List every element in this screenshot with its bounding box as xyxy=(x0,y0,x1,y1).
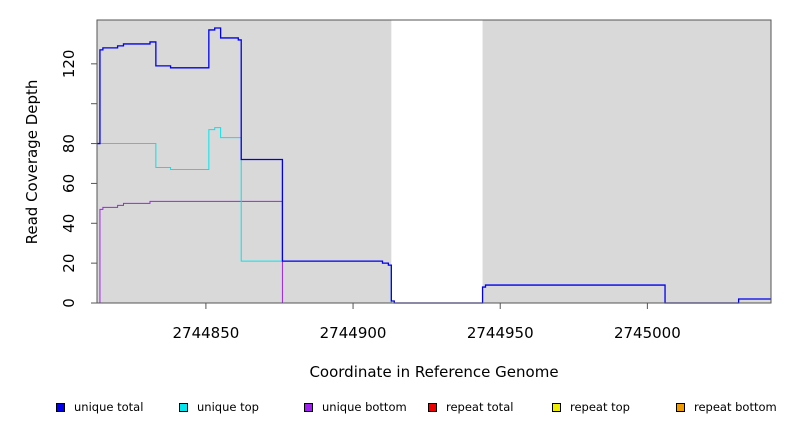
series-line-unique-total xyxy=(97,27,771,304)
y-tick-label: 60 xyxy=(60,174,78,193)
legend-label: unique top xyxy=(197,400,259,414)
x-tick-label: 2744950 xyxy=(467,324,534,342)
y-tick-label: 0 xyxy=(60,298,78,308)
x-tick-label: 2744850 xyxy=(172,324,239,342)
legend-swatch xyxy=(552,402,561,412)
x-tick-label: 2744900 xyxy=(320,324,387,342)
legend-label: repeat top xyxy=(570,400,630,414)
legend-swatch xyxy=(428,402,437,412)
x-axis: 2744850 2744900 2744950 2745000 xyxy=(172,303,681,342)
plot-frame xyxy=(96,19,772,304)
y-axis: 0 20 40 60 80 120 xyxy=(60,50,97,308)
legend-item-unique-bottom: unique bottom xyxy=(304,400,407,414)
legend-item-repeat-bottom: repeat bottom xyxy=(676,400,777,414)
x-axis-title: Coordinate in Reference Genome xyxy=(309,363,558,381)
legend-swatch xyxy=(56,402,65,412)
legend-item-unique-total: unique total xyxy=(56,400,143,414)
y-tick-label: 120 xyxy=(60,50,78,79)
series-line-unique-bottom xyxy=(97,200,771,304)
legend-swatch xyxy=(179,402,188,412)
y-tick-label: 20 xyxy=(60,254,78,273)
legend-swatch xyxy=(676,402,685,412)
legend-item-unique-top: unique top xyxy=(179,400,259,414)
plot-background xyxy=(97,20,771,303)
legend-swatch xyxy=(304,402,313,412)
legend-label: unique total xyxy=(74,400,144,414)
legend-label: repeat bottom xyxy=(694,400,777,414)
legend-label: unique bottom xyxy=(322,400,407,414)
coverage-chart: 2744850 2744900 2744950 2745000 0 20 40 60 80 12… xyxy=(23,19,772,381)
y-tick-label: 80 xyxy=(60,134,78,153)
legend-item-repeat-top: repeat top xyxy=(552,400,630,414)
x-tick-label: 2745000 xyxy=(614,324,681,342)
y-tick-label: 40 xyxy=(60,214,78,233)
chart-legend: unique total unique top unique bottom repea… xyxy=(0,400,792,418)
legend-item-repeat-total: repeat total xyxy=(428,400,513,414)
legend-label: repeat total xyxy=(446,400,514,414)
y-axis-title: Read Coverage Depth xyxy=(23,80,41,245)
unshaded-region xyxy=(391,20,483,303)
